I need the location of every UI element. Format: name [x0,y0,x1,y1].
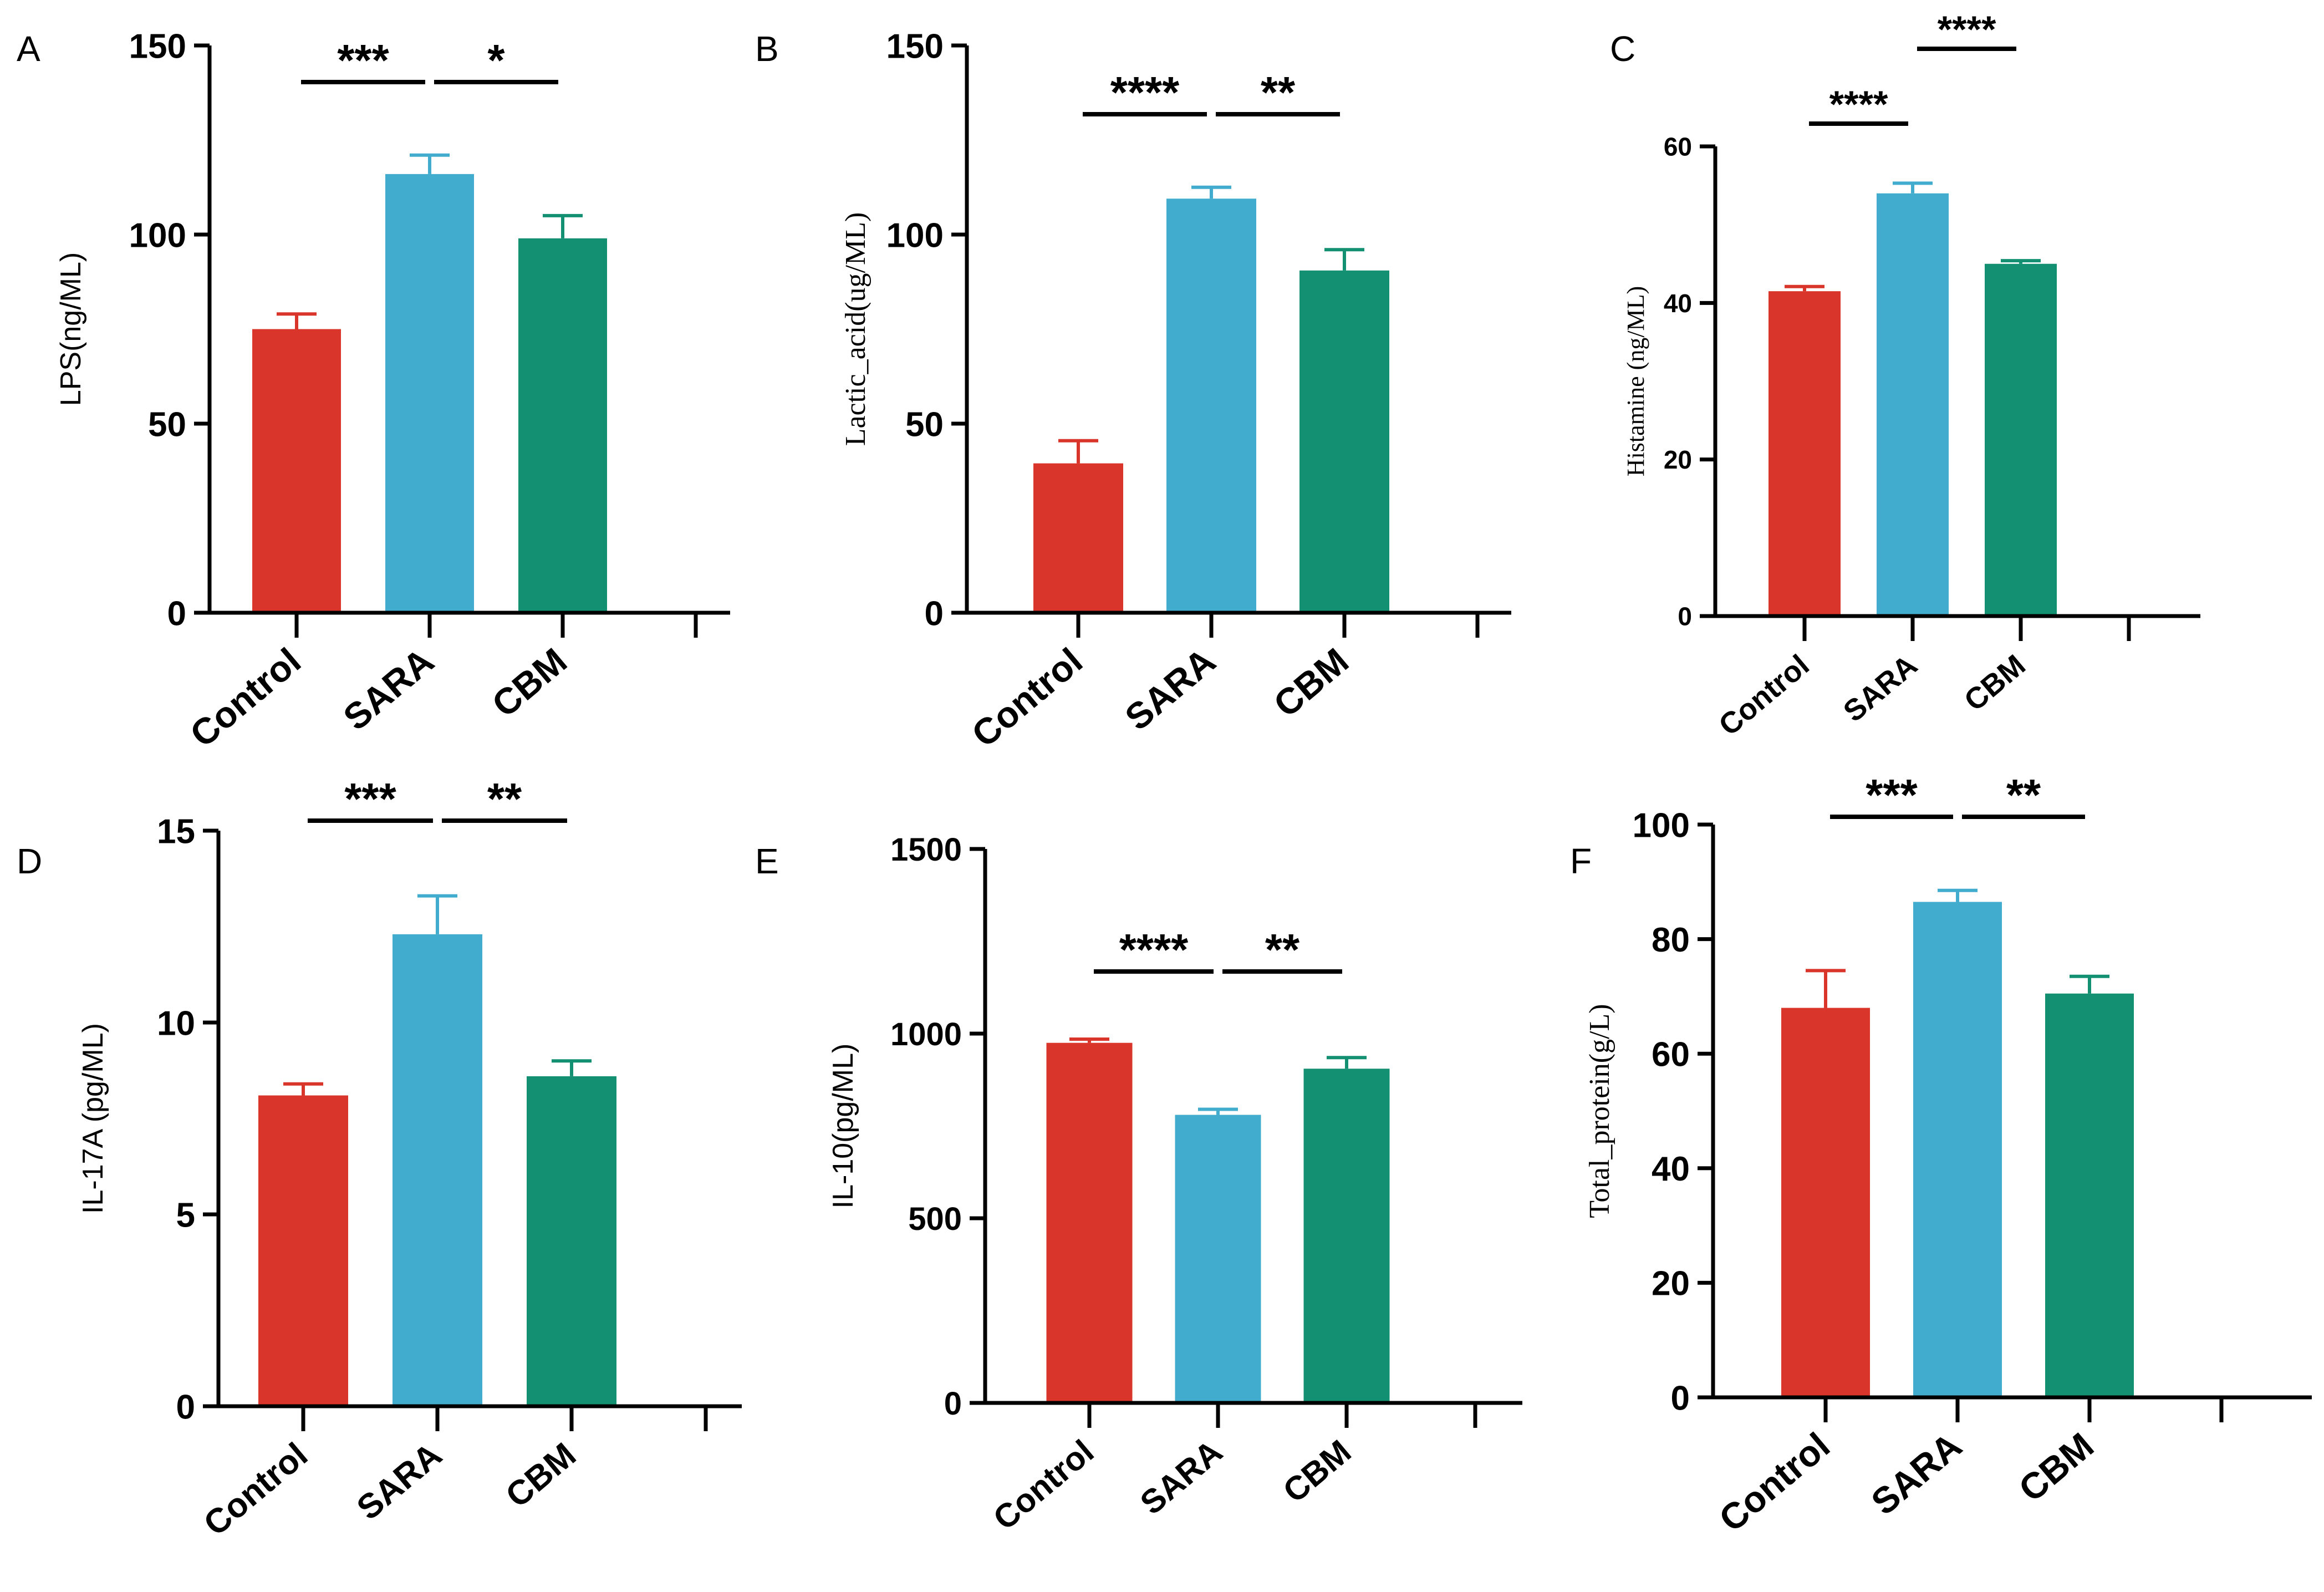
y-tick-label: 40 [1652,1150,1690,1188]
significance-label: *** [337,35,389,85]
panel-f: F 0 20 40 60 80 100 Total_protein(g/L) Control SA… [1570,770,2312,1540]
significance-label: ** [1265,925,1300,974]
panel-letter: F [1570,841,1592,881]
significance-label: *** [344,774,396,823]
bar-sara [1877,193,1949,614]
panel-e: E 0 500 1000 1500 IL-10(pg/ML) Control SARA CBM *… [755,832,1522,1537]
y-tick-label: 15 [157,812,195,851]
x-tick-label-control: Control [182,640,308,755]
bar-control [1781,1008,1870,1396]
bar-control [1046,1042,1133,1401]
y-tick-label: 20 [1652,1265,1690,1303]
x-tick-label-control: Control [1713,648,1816,742]
y-tick-label: 0 [1671,1379,1690,1417]
x-tick-label-control: Control [197,1436,315,1544]
y-tick-label: 0 [1678,602,1692,631]
bar-cbm [1985,263,2057,614]
y-axis-label: LPS(ng/ML) [55,252,87,406]
y-tick-label: 1500 [890,832,962,868]
y-tick-label: 5 [176,1196,195,1234]
bar-control [1033,463,1123,611]
panel-letter: D [17,841,42,881]
x-tick-label-control: Control [986,1433,1100,1537]
y-tick-label: 40 [1664,289,1692,318]
x-tick-label-cbm: CBM [1266,640,1356,725]
bar-cbm [2045,993,2134,1396]
x-tick-label-control: Control [964,640,1090,755]
x-tick-label-sara: SARA [335,640,441,738]
y-tick-label: 0 [176,1388,195,1426]
y-tick-label: 0 [925,594,944,633]
significance-label: ** [2006,770,2041,820]
y-axis-label: Histamine (ng/ML) [1622,286,1649,476]
y-axis-label: IL-10(pg/ML) [827,1044,859,1209]
y-tick-label: 50 [905,405,944,444]
significance-label: **** [1829,83,1888,125]
y-tick-label: 0 [944,1386,962,1422]
y-tick-label: 100 [1633,806,1690,845]
y-tick-label: 1000 [890,1016,962,1052]
bar-sara [1913,902,2002,1396]
x-tick-label-sara: SARA [1117,640,1223,738]
panel-letter: C [1610,29,1635,69]
bar-sara [385,174,474,611]
y-tick-label: 150 [886,27,944,65]
y-tick-label: 80 [1652,921,1690,959]
panel-b: B 0 50 100 150 Lactic_acid(ug/ML) Control SARA C… [755,27,1511,755]
x-tick-label-control: Control [1711,1425,1837,1539]
panel-c: C 0 20 40 60 Histamine (ng/ML) Control SARA CBM *… [1610,8,2200,742]
bar-control [252,329,341,611]
x-tick-label-sara: SARA [1863,1425,1969,1523]
x-tick-label-sara: SARA [1837,648,1924,728]
y-axis-label: Total_protein(g/L) [1584,1004,1615,1218]
bar-control [1769,291,1841,614]
y-tick-label: 50 [148,405,186,444]
y-tick-label: 500 [908,1201,962,1237]
y-tick-label: 100 [129,216,186,255]
x-tick-label-cbm: CBM [1276,1433,1358,1510]
bar-control [258,1095,348,1405]
y-tick-label: 100 [886,216,944,255]
bar-sara [1175,1115,1261,1401]
y-tick-label: 60 [1652,1036,1690,1074]
significance-label: **** [1110,68,1180,117]
y-tick-label: 0 [167,594,186,633]
significance-label: **** [1938,8,1996,50]
significance-label: **** [1119,925,1189,974]
y-axis-label: Lactic_acid(ug/ML) [840,212,872,446]
bar-cbm [527,1076,616,1405]
y-tick-label: 10 [157,1004,195,1042]
significance-label: * [487,35,505,85]
x-tick-label-cbm: CBM [1958,648,2032,718]
x-tick-label-cbm: CBM [484,640,574,725]
bar-cbm [1299,270,1389,611]
panel-letter: E [755,841,779,881]
significance-label: ** [1261,68,1296,117]
y-tick-label: 60 [1664,133,1692,161]
significance-label: ** [487,774,522,823]
y-tick-label: 20 [1664,445,1692,474]
y-tick-label: 150 [129,27,186,65]
x-tick-label-cbm: CBM [498,1436,583,1515]
bar-sara [393,934,482,1405]
x-tick-label-cbm: CBM [2011,1425,2101,1509]
panel-letter: A [17,29,40,69]
bar-cbm [518,238,607,611]
y-axis-label: IL-17A (pg/ML) [77,1023,109,1214]
significance-label: *** [1866,770,1918,820]
panel-letter: B [755,29,779,69]
x-tick-label-sara: SARA [350,1436,449,1528]
x-tick-label-sara: SARA [1133,1433,1229,1522]
bar-cbm [1303,1069,1390,1401]
bar-sara [1166,199,1256,611]
